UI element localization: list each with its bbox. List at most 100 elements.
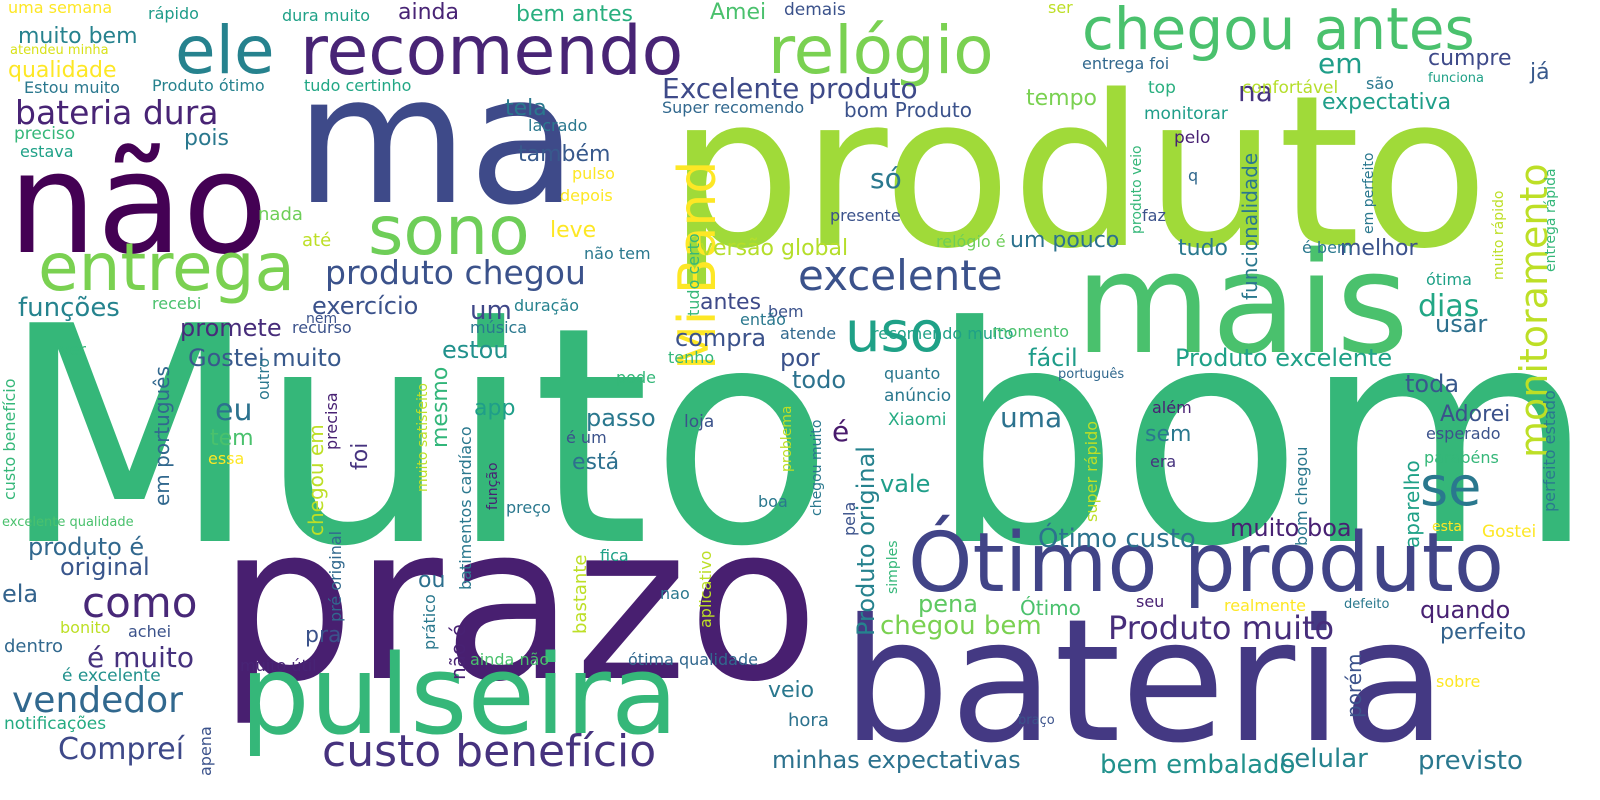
word: notificações — [4, 714, 107, 734]
word: presente — [830, 206, 901, 225]
word: simples — [885, 540, 901, 594]
word: ver — [60, 340, 86, 359]
word: era — [1150, 452, 1177, 471]
word: uma semana — [8, 0, 113, 17]
word: estava — [20, 142, 74, 161]
word: cumpre — [1428, 46, 1512, 71]
word: um pouco — [1010, 228, 1120, 253]
word: apena — [196, 726, 215, 776]
word: recebi — [152, 294, 202, 313]
word: exercício — [312, 292, 419, 320]
word: pulseira — [240, 631, 679, 759]
word: app — [474, 396, 516, 421]
word: pra — [305, 623, 342, 648]
word: nada — [258, 204, 303, 225]
word: Produto muito — [1108, 609, 1335, 647]
word: não — [8, 123, 269, 286]
word: tempo — [1026, 86, 1098, 111]
word: produto chegou — [325, 253, 586, 292]
word: aplicativo — [696, 550, 715, 628]
word: chegou bem — [880, 611, 1042, 641]
word: precisa — [322, 392, 341, 450]
word: tem — [210, 426, 254, 451]
word: tenho — [668, 348, 715, 367]
word: aparelho — [1400, 460, 1424, 548]
word: também — [518, 142, 611, 167]
word: tela — [505, 96, 547, 121]
word: rápido — [148, 4, 199, 23]
word: perfeito — [1440, 620, 1527, 645]
word: dura muito — [282, 6, 370, 25]
word: foi — [348, 442, 373, 470]
word: muito rápido — [1491, 190, 1507, 280]
word: produto é — [28, 533, 145, 561]
word: Super recomendo — [662, 98, 805, 117]
word: porém — [1342, 653, 1366, 718]
word: Ótimo custo — [1038, 524, 1196, 554]
word: é bem — [1302, 238, 1353, 257]
word: fácil — [1028, 344, 1078, 372]
word: produto veio — [1129, 145, 1145, 234]
word: prazo — [218, 478, 820, 729]
word: ou — [418, 568, 446, 593]
word: Estou muito — [24, 78, 120, 97]
word: bastante — [570, 554, 591, 634]
word: é — [832, 415, 850, 448]
word: expectativa — [1322, 90, 1452, 115]
word: recomendo muito — [872, 324, 1014, 343]
word: parabéns — [1424, 448, 1499, 467]
word: minhas expectativas — [772, 746, 1021, 774]
word: bem antes — [516, 2, 633, 27]
word: uma — [1000, 401, 1063, 434]
word: Produto ótimo — [152, 76, 265, 95]
word: bonito — [60, 618, 111, 637]
word: entrega — [38, 229, 295, 306]
word: Produto excelente — [1175, 344, 1393, 372]
word: Adorei — [1440, 402, 1511, 427]
word: em perfeito — [1361, 152, 1377, 234]
word: quanto — [884, 364, 941, 383]
word: esta — [1432, 519, 1462, 535]
word: só — [870, 162, 902, 195]
word: preciso — [14, 124, 76, 144]
word: relógio — [768, 12, 994, 89]
word: melhor — [1340, 236, 1418, 261]
word: celular — [1280, 744, 1368, 774]
word: seu — [1136, 592, 1165, 611]
word: sem — [1145, 422, 1192, 447]
word: muito boa — [1230, 514, 1352, 542]
word: funcionalidade — [1238, 152, 1262, 300]
word: em — [1318, 47, 1363, 80]
word: outro — [254, 357, 273, 400]
word: pré original — [326, 530, 345, 622]
word: braço — [1018, 713, 1055, 728]
word: Excelente produto — [662, 72, 918, 105]
word: por — [780, 344, 820, 372]
word: toda — [1405, 370, 1460, 398]
word: música — [470, 318, 528, 337]
word: fica — [600, 546, 629, 565]
word: nao — [660, 584, 690, 603]
word: é um — [566, 428, 607, 447]
word: ser — [1048, 0, 1073, 17]
word: depois — [560, 186, 613, 205]
word: função — [485, 462, 501, 510]
word: chegou antes — [1082, 0, 1475, 63]
word: então — [740, 310, 786, 329]
word: Gostei — [1482, 522, 1537, 542]
word: entrega foi — [1082, 54, 1170, 73]
word: confortável — [1242, 78, 1339, 98]
word: funciona — [1428, 71, 1484, 86]
word: se — [1420, 455, 1482, 518]
word: leve — [550, 218, 597, 243]
word: custo benefício — [0, 378, 19, 500]
word: chegou muito — [809, 419, 825, 516]
word: eu — [215, 393, 253, 428]
word: tudo certo — [684, 233, 703, 316]
word: Amei — [710, 0, 767, 25]
word: atende — [780, 324, 837, 343]
word: Produto original — [852, 446, 880, 636]
word: muito satisfeito — [415, 383, 431, 492]
word: Ótimo produto — [908, 516, 1505, 611]
